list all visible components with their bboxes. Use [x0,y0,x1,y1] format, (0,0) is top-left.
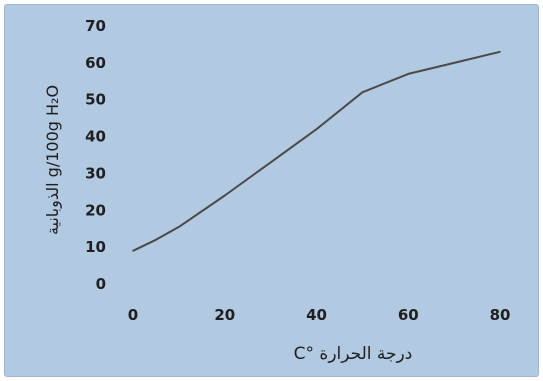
x-axis-title: درجة الحرارة °C [294,344,413,364]
data-point [223,194,226,197]
y-tick-label: 60 [85,54,106,72]
y-tick-label: 10 [85,238,106,256]
y-tick-label: 70 [85,17,106,35]
y-tick-label: 30 [85,164,106,182]
x-axis-tick-labels: 0 20 40 60 80 [128,306,511,324]
data-point [499,51,501,53]
x-tick-label: 60 [398,306,419,324]
data-point [361,91,364,94]
data-point [407,73,410,75]
x-tick-label: 0 [128,306,138,324]
data-point [315,128,318,130]
data-point [178,226,180,228]
data-point [269,161,272,164]
series-line [132,50,501,252]
data-point [453,62,455,64]
y-tick-label: 40 [85,128,106,146]
x-tick-label: 80 [490,306,511,324]
series-layer [132,50,501,252]
data-point [155,238,157,241]
chart-background [4,4,539,377]
y-tick-label: 0 [96,275,106,293]
y-tick-label: 20 [85,201,106,219]
y-axis-tick-labels: 0 10 20 30 40 50 60 70 [85,17,106,293]
x-tick-label: 40 [306,306,327,324]
data-point [132,250,134,252]
y-axis-title: الذوبانية g/100g H₂O [43,85,63,235]
y-tick-label: 50 [85,91,106,109]
x-tick-label: 20 [214,306,235,324]
